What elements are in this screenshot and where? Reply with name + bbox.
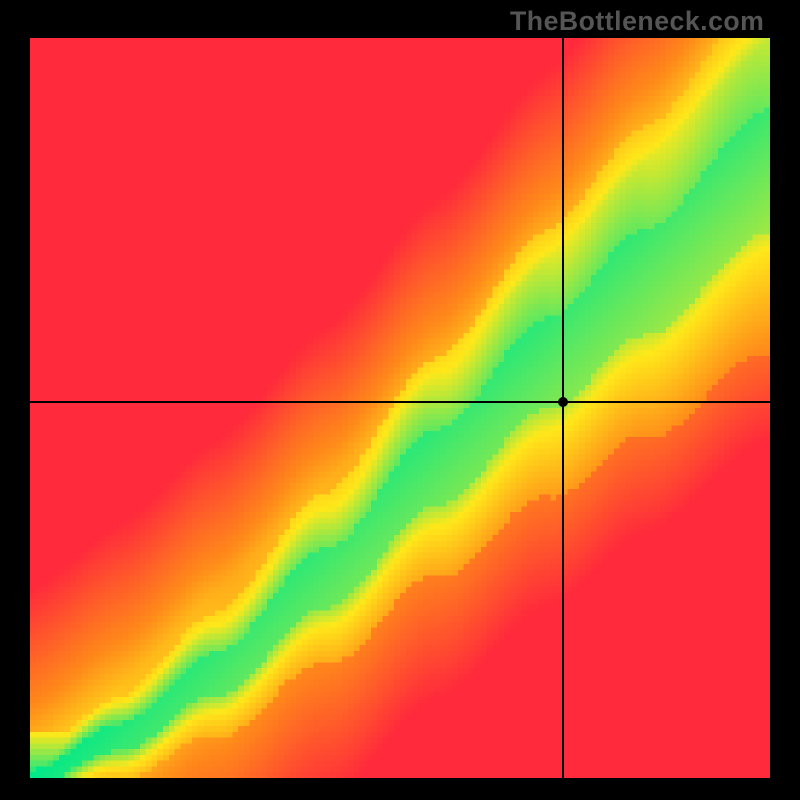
crosshair-horizontal	[30, 401, 770, 403]
marker-dot	[558, 397, 568, 407]
watermark-text: TheBottleneck.com	[510, 6, 764, 37]
crosshair-vertical	[562, 38, 564, 778]
heatmap-canvas	[30, 38, 770, 778]
heatmap-plot	[30, 38, 770, 778]
